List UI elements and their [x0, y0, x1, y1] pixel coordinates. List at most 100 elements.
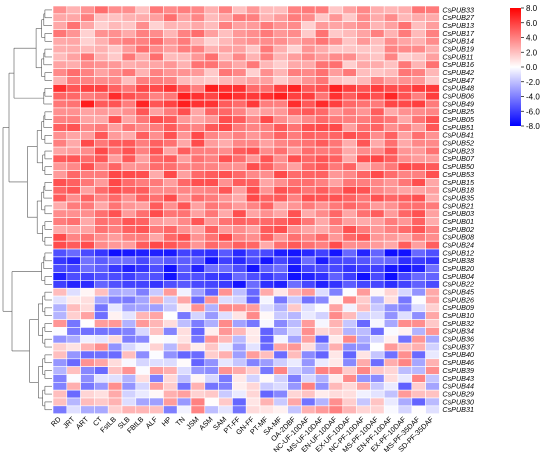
heatmap-cell — [370, 201, 385, 211]
heatmap-cell — [149, 350, 164, 360]
heatmap-cell — [52, 52, 68, 62]
heatmap-cell — [66, 209, 81, 218]
heatmap-cell — [204, 225, 219, 234]
heatmap-cell — [301, 248, 316, 258]
heatmap-cell — [383, 44, 399, 54]
heatmap-cell — [135, 209, 150, 218]
heatmap-cell — [66, 154, 81, 164]
heatmap-cell — [356, 154, 371, 164]
heatmap-cell — [190, 52, 206, 62]
heatmap-cell — [176, 405, 192, 414]
row-label: CsPUB24 — [442, 240, 474, 249]
heatmap-cell — [135, 264, 150, 273]
heatmap-cell — [190, 84, 206, 93]
heatmap-cell — [370, 382, 385, 391]
heatmap-cell — [190, 60, 206, 70]
heatmap-cell — [232, 21, 247, 30]
heatmap-cell — [259, 397, 275, 407]
heatmap-cell — [383, 209, 399, 218]
heatmap-cell — [273, 170, 288, 179]
heatmap-cell — [328, 256, 344, 266]
heatmap-cell — [397, 5, 413, 15]
heatmap-cell — [80, 123, 95, 132]
heatmap-cell — [176, 186, 192, 195]
heatmap-cell — [314, 319, 330, 328]
heatmap-cell — [94, 84, 109, 93]
heatmap-cell — [370, 68, 385, 77]
heatmap-cell — [163, 44, 178, 54]
heatmap-cell — [52, 84, 68, 93]
heatmap-cell — [232, 138, 247, 148]
heatmap-cell — [190, 107, 206, 117]
heatmap-cell — [232, 44, 247, 54]
heatmap-cell — [342, 366, 357, 375]
heatmap-cell — [287, 21, 302, 30]
heatmap-cell — [107, 123, 123, 132]
heatmap-cell — [273, 107, 288, 117]
heatmap-cell — [314, 107, 330, 117]
heatmap-cell — [342, 264, 357, 273]
heatmap-cell — [314, 327, 330, 336]
column-label: ALF — [144, 414, 160, 430]
heatmap-cell — [411, 37, 426, 46]
heatmap-cell — [356, 68, 371, 77]
heatmap-cell — [273, 374, 288, 383]
heatmap-cell — [273, 382, 288, 391]
heatmap-cell — [259, 233, 275, 242]
heatmap-cell — [301, 154, 316, 164]
heatmap-cell — [425, 311, 440, 320]
heatmap-cell — [383, 405, 399, 414]
heatmap-cell — [80, 287, 95, 297]
heatmap-cell — [80, 5, 95, 15]
heatmap-cell — [411, 186, 426, 195]
heatmap-cell — [204, 201, 219, 211]
heatmap-cell — [80, 146, 95, 156]
heatmap-cell — [163, 225, 178, 234]
heatmap-cell — [411, 13, 426, 22]
row-label: CsPUB50 — [442, 162, 474, 171]
heatmap-cell — [135, 178, 150, 187]
heatmap-cell — [121, 138, 137, 148]
heatmap-cell — [411, 115, 426, 124]
heatmap-cell — [52, 170, 68, 179]
heatmap-cell — [411, 5, 426, 15]
heatmap-cell — [397, 350, 413, 360]
heatmap-cell — [273, 342, 288, 352]
heatmap-cell — [107, 138, 123, 148]
heatmap-cell — [273, 193, 288, 203]
heatmap-cell — [287, 107, 302, 117]
heatmap-cell — [425, 233, 440, 242]
heatmap-cell — [163, 342, 178, 352]
heatmap-cell — [301, 29, 316, 38]
heatmap-cell — [259, 193, 275, 203]
heatmap-cell — [176, 52, 192, 62]
heatmap-cell — [356, 350, 371, 360]
heatmap-cell — [52, 13, 68, 22]
heatmap-cell — [176, 115, 192, 124]
heatmap-cell — [301, 358, 316, 367]
heatmap-cell — [411, 21, 426, 30]
heatmap-cell — [328, 52, 344, 62]
heatmap-cell — [245, 209, 261, 218]
heatmap-cell — [245, 170, 261, 179]
heatmap-cell — [425, 162, 440, 171]
heatmap-cell — [149, 248, 164, 258]
heatmap-cell — [383, 91, 399, 101]
heatmap-cell — [107, 60, 123, 70]
heatmap-cell — [342, 201, 357, 211]
heatmap-cell — [301, 99, 316, 109]
heatmap-cell — [163, 60, 178, 70]
heatmap-cell — [356, 366, 371, 375]
heatmap-cell — [301, 201, 316, 211]
heatmap-cell — [80, 240, 95, 250]
heatmap-cell — [94, 107, 109, 117]
heatmap-cell — [328, 131, 344, 140]
heatmap-cell — [135, 272, 150, 281]
heatmap-cell — [107, 170, 123, 179]
heatmap-cell — [204, 287, 219, 297]
heatmap-cell — [176, 382, 192, 391]
heatmap-cell — [370, 162, 385, 171]
heatmap-cell — [314, 287, 330, 297]
heatmap-cell — [190, 319, 206, 328]
heatmap-cell — [245, 350, 261, 360]
